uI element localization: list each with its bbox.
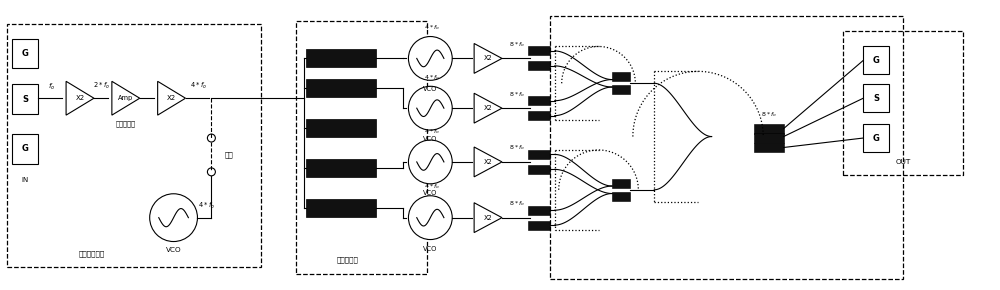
Polygon shape [474, 147, 502, 177]
Text: VCO: VCO [423, 136, 438, 142]
Bar [528, 61, 550, 70]
Text: $4*f_o$: $4*f_o$ [424, 23, 440, 32]
Bar [863, 46, 889, 74]
Bar [754, 124, 784, 134]
Text: VCO: VCO [423, 246, 438, 251]
Text: OUT: OUT [895, 159, 911, 165]
Circle shape [408, 196, 452, 240]
Bar [612, 85, 630, 94]
Bar [863, 84, 889, 112]
Bar [612, 72, 630, 81]
Text: $2*f_o$: $2*f_o$ [93, 81, 110, 91]
Text: $4*f_o$: $4*f_o$ [424, 73, 440, 82]
Bar [612, 192, 630, 201]
Text: S: S [873, 94, 879, 103]
Text: 片上功分器: 片上功分器 [337, 256, 359, 263]
Bar [306, 50, 376, 67]
Bar [306, 79, 376, 97]
Text: VCO: VCO [423, 190, 438, 196]
Text: IN: IN [22, 177, 29, 183]
Polygon shape [474, 44, 502, 73]
Bar [306, 199, 376, 217]
Circle shape [408, 86, 452, 130]
Text: S: S [22, 95, 28, 104]
Bar [754, 142, 784, 153]
Text: $4*f_o$: $4*f_o$ [198, 201, 215, 211]
Polygon shape [474, 203, 502, 233]
Bar [843, 30, 963, 175]
Text: $8*f_o$: $8*f_o$ [761, 110, 777, 119]
Polygon shape [112, 81, 140, 115]
Text: VCO: VCO [423, 86, 438, 92]
Polygon shape [66, 81, 94, 115]
Text: X2: X2 [484, 55, 492, 61]
Text: $4*f_o$: $4*f_o$ [424, 127, 440, 135]
Text: $8*f_o$: $8*f_o$ [509, 144, 525, 153]
Bar [528, 165, 550, 174]
Bar [12, 134, 38, 164]
Bar [863, 124, 889, 152]
Bar [528, 46, 550, 55]
Text: X2: X2 [484, 215, 492, 221]
Text: G: G [22, 144, 29, 153]
Bar [7, 23, 261, 267]
Circle shape [207, 134, 215, 142]
Bar [306, 119, 376, 137]
Bar [528, 150, 550, 159]
Text: $8*f_o$: $8*f_o$ [509, 40, 525, 49]
Bar [528, 221, 550, 230]
Text: $8*f_o$: $8*f_o$ [509, 199, 525, 208]
Bar [528, 206, 550, 215]
Bar [754, 133, 784, 142]
Text: $4*f_o$: $4*f_o$ [190, 81, 207, 91]
Bar [528, 111, 550, 120]
Circle shape [408, 140, 452, 184]
Text: G: G [22, 49, 29, 58]
Text: G: G [873, 56, 880, 65]
Text: 驱动放大器: 驱动放大器 [116, 121, 136, 127]
Bar [12, 84, 38, 114]
Bar [528, 96, 550, 105]
Circle shape [207, 168, 215, 176]
Bar [612, 179, 630, 188]
Text: VCO: VCO [166, 247, 181, 253]
Circle shape [150, 194, 197, 242]
Text: X2: X2 [484, 159, 492, 165]
Text: Amp: Amp [118, 95, 133, 101]
Text: $8*f_o$: $8*f_o$ [509, 90, 525, 99]
Polygon shape [474, 93, 502, 123]
Text: 输入信号电路: 输入信号电路 [79, 250, 105, 257]
Bar [12, 39, 38, 68]
Bar [296, 21, 427, 274]
Text: $4*f_o$: $4*f_o$ [424, 182, 440, 191]
Bar [306, 159, 376, 177]
Text: X2: X2 [75, 95, 85, 101]
Bar [550, 16, 903, 279]
Text: G: G [873, 133, 880, 142]
Text: 开关: 开关 [224, 152, 233, 158]
Text: X2: X2 [484, 105, 492, 111]
Text: X2: X2 [167, 95, 176, 101]
Text: $f_o$: $f_o$ [48, 82, 56, 93]
Circle shape [408, 37, 452, 80]
Polygon shape [158, 81, 186, 115]
